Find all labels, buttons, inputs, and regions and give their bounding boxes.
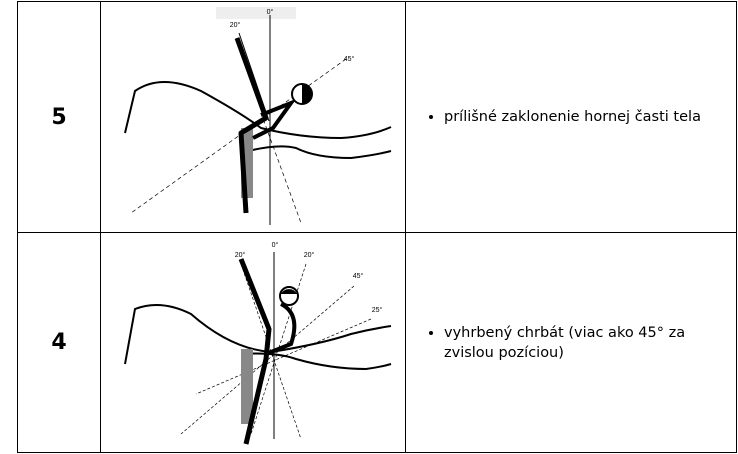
text-cell: príliš­né zaklonenie hornej časti tela [405,1,737,233]
row: 4 20° 0° 20° 45° 25° vyh [17,232,737,453]
angle-label: 25° [372,306,383,314]
angle-label: 45° [344,55,355,63]
leg-shade [241,348,253,424]
rider-diagram: 20° 0° 20° 45° 25° [124,241,392,445]
axis-line [260,112,302,223]
angle-label: 45° [353,272,364,280]
angle-label: 20° [304,251,315,259]
angle-label: 0° [272,241,279,249]
axis-line [130,58,347,213]
rider-arm [265,301,297,356]
horse-outline [240,352,392,370]
score: 4 [17,232,101,453]
rating-table: 5 20° 0° 45° príliš­né zaklonenie hornej [17,1,737,453]
horse-outline [240,144,392,159]
bullet: príliš­né zaklonenie hornej časti tela [444,107,716,127]
rider-head [302,83,312,104]
label-bg [216,6,296,19]
rider-head [281,288,297,294]
rider-arm [252,98,297,140]
axis-line [180,285,355,434]
rider-body [234,36,269,213]
rider-diagram: 20° 0° 45° [124,6,392,225]
row: 5 20° 0° 45° príliš­né zaklonenie hornej [17,1,737,233]
figure-cell: 20° 0° 45° [100,1,406,233]
angle-label: 0° [267,8,274,16]
angle-label: 20° [235,251,246,259]
text-cell: vyhrbený chrbát (viac ako 45° za zvislou… [405,232,737,453]
rider-body [238,257,272,445]
score: 5 [17,1,101,233]
bullet: vyhrbený chrbát (viac ako 45° za zvislou… [444,323,716,363]
angle-label: 20° [230,21,241,29]
horse-outline [124,80,392,139]
figure-cell: 20° 0° 20° 45° 25° [100,232,406,453]
